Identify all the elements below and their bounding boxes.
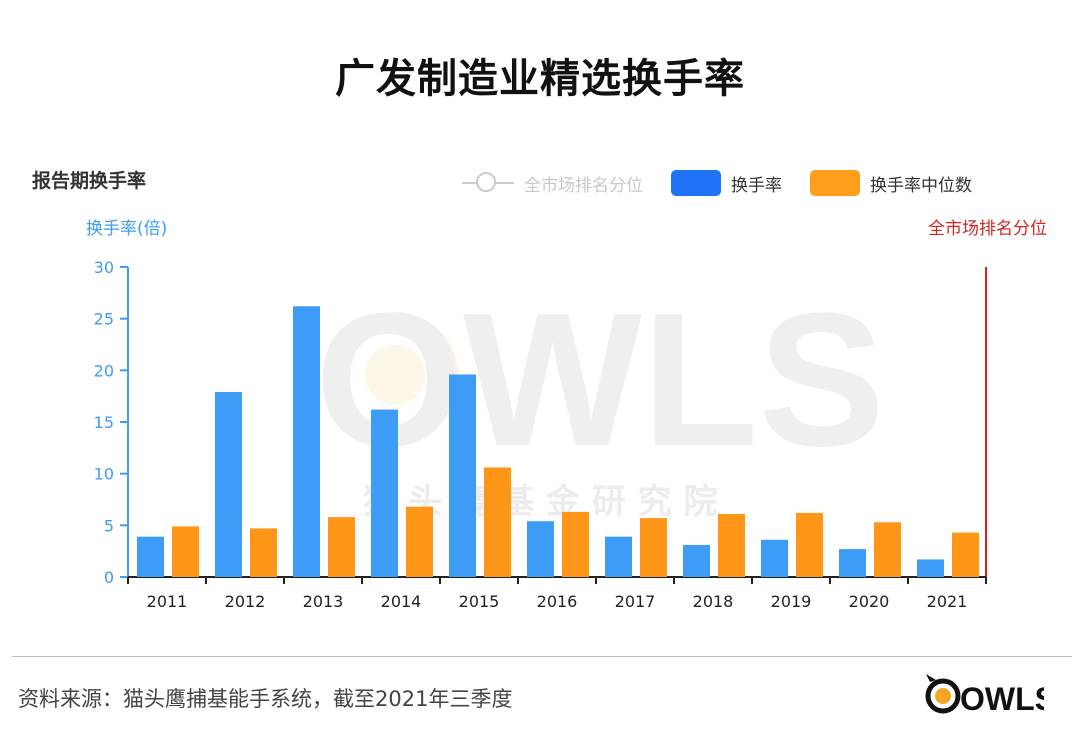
bar-turnover	[371, 409, 398, 577]
x-tick-label: 2014	[381, 592, 422, 611]
bar-turnover	[449, 374, 476, 577]
legend-label-turnover: 换手率	[731, 175, 782, 196]
bar-median	[952, 532, 979, 577]
x-tick-label: 2016	[537, 592, 578, 611]
x-tick-label: 2013	[303, 592, 344, 611]
logo-pupil-icon	[935, 688, 951, 704]
y-tick-label: 5	[104, 516, 114, 535]
bar-turnover	[917, 559, 944, 577]
bar-median	[562, 511, 589, 577]
watermark-brand: OWLS	[315, 274, 885, 486]
legend-swatch-median-icon	[810, 170, 860, 196]
legend-item-rank[interactable]: 全市场排名分位	[462, 171, 643, 196]
bar-median	[874, 522, 901, 577]
x-tick-label: 2018	[693, 592, 734, 611]
legend-item-median[interactable]: 换手率中位数	[810, 170, 972, 196]
y-tick-label: 20	[94, 361, 114, 380]
y-tick-label: 10	[94, 465, 114, 484]
logo-text: OWLS	[960, 681, 1044, 717]
bar-chart: OWLS 猫 头 鹰 基 金 研 究 院 换手率(倍) 全市场排名分位 0 5 10…	[86, 219, 1047, 611]
legend-label-rank: 全市场排名分位	[524, 175, 643, 196]
bar-turnover	[605, 536, 632, 577]
bar-median	[718, 513, 745, 577]
bar-median	[172, 526, 199, 577]
chart-title: 广发制造业精选换手率	[335, 56, 745, 102]
x-tick-label: 2021	[927, 592, 968, 611]
x-tick-label: 2019	[771, 592, 812, 611]
y-tick-label: 0	[104, 568, 114, 587]
legend-swatch-turnover-icon	[671, 170, 721, 196]
x-tick-label: 2020	[849, 592, 890, 611]
y-axis-label-left: 换手率(倍)	[86, 219, 167, 239]
plot-area: 0 5 10 15 20 25 30 2011 2012 2013 2014 2015 2016 2017…	[94, 258, 987, 611]
footer-divider	[12, 656, 1072, 657]
bar-turnover	[839, 549, 866, 577]
y-tick-label: 15	[94, 413, 114, 432]
bar-median	[640, 518, 667, 577]
bar-turnover	[293, 306, 320, 577]
x-tick-label: 2011	[147, 592, 188, 611]
watermark: OWLS 猫 头 鹰 基 金 研 究 院	[315, 274, 885, 522]
bar-turnover	[527, 521, 554, 577]
legend-label-median: 换手率中位数	[870, 175, 972, 196]
source-note: 资料来源：猫头鹰捕基能手系统，截至2021年三季度	[18, 687, 513, 711]
chart-subtitle: 报告期换手率	[32, 170, 147, 192]
bar-median	[484, 467, 511, 577]
owls-logo: OWLS	[925, 674, 1044, 717]
logo-eye-icon	[925, 678, 961, 714]
bar-median	[796, 512, 823, 577]
x-tick-label: 2012	[225, 592, 266, 611]
bar-median	[328, 517, 355, 577]
line-marker-icon	[462, 171, 514, 195]
y-tick-label: 30	[94, 258, 114, 277]
bar-turnover	[761, 539, 788, 577]
x-tick-label: 2015	[459, 592, 500, 611]
bar-turnover	[683, 544, 710, 577]
bar-turnover	[137, 536, 164, 577]
legend-item-turnover[interactable]: 换手率	[671, 170, 782, 196]
y-axis-label-right: 全市场排名分位	[928, 219, 1047, 239]
bar-median	[250, 528, 277, 577]
logo-ear-icon	[926, 674, 936, 682]
bar-median	[406, 506, 433, 577]
legend: 全市场排名分位 换手率 换手率中位数	[462, 170, 1000, 196]
x-tick-label: 2017	[615, 592, 656, 611]
watermark-pupil-icon	[365, 345, 425, 405]
y-tick-label: 25	[94, 310, 114, 329]
bar-turnover	[215, 392, 242, 577]
